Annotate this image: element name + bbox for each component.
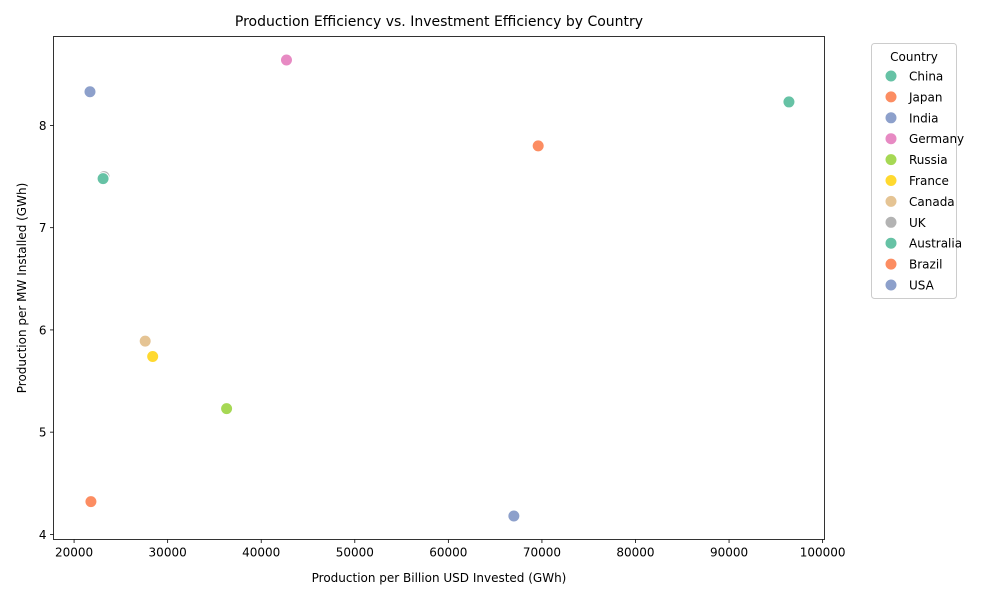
x-tick-label: 20000 [55,546,93,560]
legend-marker-germany [884,132,898,146]
chart-title: Production Efficiency vs. Investment Eff… [235,14,643,30]
legend-marker-usa [884,278,898,292]
point-france [146,349,160,363]
legend-label-usa: USA [909,279,935,293]
point-australia [96,172,110,186]
y-tick-label: 5 [39,426,47,440]
x-tick-label: 100000 [800,546,846,560]
data-points [83,53,796,523]
legend-label-russia: Russia [909,153,948,167]
point-india [507,509,521,523]
x-tick-label: 90000 [710,546,748,560]
y-axis-ticks: 4 5 6 7 8 [39,119,54,542]
x-axis-title: Production per Billion USD Invested (GWh… [312,571,567,585]
legend-label-uk: UK [909,216,927,230]
x-axis-ticks: 20000 30000 40000 50000 60000 70000 80000 90000… [55,539,846,560]
legend-label-canada: Canada [909,195,955,209]
legend-marker-india [884,111,898,125]
legend-marker-japan [884,90,898,104]
legend-marker-brazil [884,257,898,271]
x-tick-label: 70000 [523,546,561,560]
legend-marker-china [884,69,898,83]
legend-marker-uk [884,215,898,229]
legend-label-brazil: Brazil [909,258,943,272]
legend-marker-canada [884,194,898,208]
point-japan [84,495,98,509]
legend-marker-russia [884,153,898,167]
point-china [782,95,796,109]
x-tick-label: 60000 [429,546,467,560]
plot-area-frame [53,36,825,540]
point-canada [138,334,152,348]
x-tick-label: 80000 [616,546,654,560]
x-tick-label: 50000 [336,546,374,560]
point-germany [279,53,293,67]
legend-label-australia: Australia [909,237,962,251]
legend-marker-france [884,174,898,187]
y-tick-label: 7 [39,221,47,235]
legend-label-japan: Japan [908,90,942,104]
legend-label-germany: Germany [909,132,964,146]
y-axis-title: Production per MW Installed (GWh) [15,183,29,394]
x-tick-label: 30000 [149,546,187,560]
point-usa [83,85,97,99]
y-tick-label: 4 [39,528,47,542]
point-brazil [531,139,545,153]
legend-items: China Japan India Germany Russia France Canada… [884,69,964,293]
legend-title: Country [890,50,938,64]
legend-frame [871,43,957,299]
legend-label-china: China [909,70,943,84]
legend: Country China Japan India Germany Russia Fran… [871,43,964,299]
y-tick-label: 8 [39,119,47,133]
legend-label-india: India [909,111,938,125]
x-tick-label: 40000 [242,546,280,560]
legend-label-france: France [909,174,949,188]
legend-marker-australia [884,236,898,250]
point-russia [220,402,234,416]
y-tick-label: 6 [39,323,47,337]
